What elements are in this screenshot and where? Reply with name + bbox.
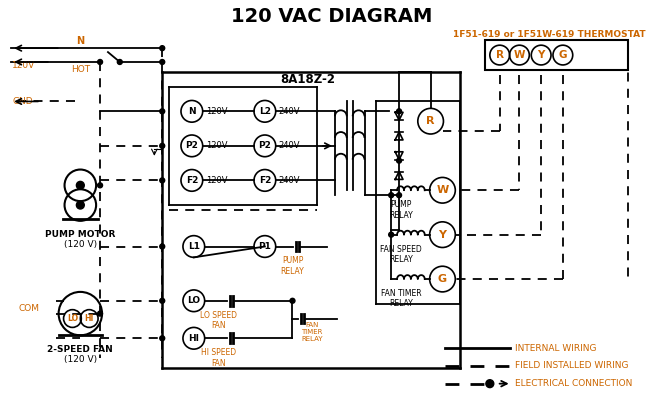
Text: F2: F2 xyxy=(186,176,198,185)
Text: 240V: 240V xyxy=(279,107,300,116)
Circle shape xyxy=(159,178,165,183)
Text: PUMP
RELAY: PUMP RELAY xyxy=(281,256,304,276)
Text: HI: HI xyxy=(188,334,199,343)
Circle shape xyxy=(76,201,84,209)
Circle shape xyxy=(159,336,165,341)
Circle shape xyxy=(397,158,401,163)
Text: 8A18Z-2: 8A18Z-2 xyxy=(280,73,335,86)
Text: W: W xyxy=(514,50,525,60)
Circle shape xyxy=(290,298,295,303)
Text: HI: HI xyxy=(84,314,94,323)
Text: 1F51-619 or 1F51W-619 THERMOSTAT: 1F51-619 or 1F51W-619 THERMOSTAT xyxy=(453,30,645,39)
Text: N: N xyxy=(76,36,84,46)
Text: 120V: 120V xyxy=(11,62,35,70)
Text: (120 V): (120 V) xyxy=(64,355,97,364)
Text: 120V: 120V xyxy=(206,107,227,116)
Text: FAN
TIMER
RELAY: FAN TIMER RELAY xyxy=(302,323,323,342)
Text: COM: COM xyxy=(19,304,40,313)
Text: P2: P2 xyxy=(186,141,198,150)
Text: (120 V): (120 V) xyxy=(64,240,97,248)
Bar xyxy=(485,40,628,70)
Text: FIELD INSTALLED WIRING: FIELD INSTALLED WIRING xyxy=(515,362,628,370)
Text: FAN TIMER
RELAY: FAN TIMER RELAY xyxy=(381,289,421,308)
Text: N: N xyxy=(188,107,196,116)
Text: G: G xyxy=(438,274,447,284)
Text: INTERNAL WIRING: INTERNAL WIRING xyxy=(515,344,596,353)
Text: HOT: HOT xyxy=(71,65,90,74)
Text: GND: GND xyxy=(13,97,34,106)
Text: 120V: 120V xyxy=(206,176,227,185)
Circle shape xyxy=(159,59,165,65)
Text: HI SPEED
FAN: HI SPEED FAN xyxy=(201,348,236,367)
Circle shape xyxy=(159,244,165,249)
Circle shape xyxy=(159,46,165,51)
Text: LO: LO xyxy=(187,296,200,305)
Text: R: R xyxy=(496,50,504,60)
Text: W: W xyxy=(436,185,449,195)
Circle shape xyxy=(98,183,103,188)
Circle shape xyxy=(98,311,103,316)
Text: LO SPEED
FAN: LO SPEED FAN xyxy=(200,310,237,330)
Text: Y: Y xyxy=(438,230,446,240)
Circle shape xyxy=(389,193,394,198)
Circle shape xyxy=(159,143,165,148)
Circle shape xyxy=(159,298,165,303)
Text: PUMP MOTOR: PUMP MOTOR xyxy=(45,230,115,239)
Circle shape xyxy=(389,232,394,237)
Circle shape xyxy=(159,109,165,114)
Circle shape xyxy=(397,193,401,198)
Text: Y: Y xyxy=(537,50,545,60)
Text: F2: F2 xyxy=(259,176,271,185)
Text: 240V: 240V xyxy=(279,141,300,150)
Text: 2-SPEED FAN: 2-SPEED FAN xyxy=(48,345,113,354)
Text: G: G xyxy=(559,50,567,60)
Circle shape xyxy=(76,181,84,189)
Text: 120 VAC DIAGRAM: 120 VAC DIAGRAM xyxy=(231,7,433,26)
Circle shape xyxy=(117,59,122,65)
Text: 240V: 240V xyxy=(279,176,300,185)
Circle shape xyxy=(486,380,494,388)
Text: L2: L2 xyxy=(259,107,271,116)
Text: R: R xyxy=(426,116,435,126)
Circle shape xyxy=(397,109,401,114)
Text: PUMP
RELAY: PUMP RELAY xyxy=(389,200,413,220)
Text: L1: L1 xyxy=(188,242,200,251)
Text: FAN SPEED
RELAY: FAN SPEED RELAY xyxy=(380,245,422,264)
Circle shape xyxy=(98,59,103,65)
Text: LO: LO xyxy=(67,314,78,323)
Text: ELECTRICAL CONNECTION: ELECTRICAL CONNECTION xyxy=(515,379,632,388)
Text: P1: P1 xyxy=(259,242,271,251)
Text: P2: P2 xyxy=(259,141,271,150)
Text: 120V: 120V xyxy=(206,141,227,150)
